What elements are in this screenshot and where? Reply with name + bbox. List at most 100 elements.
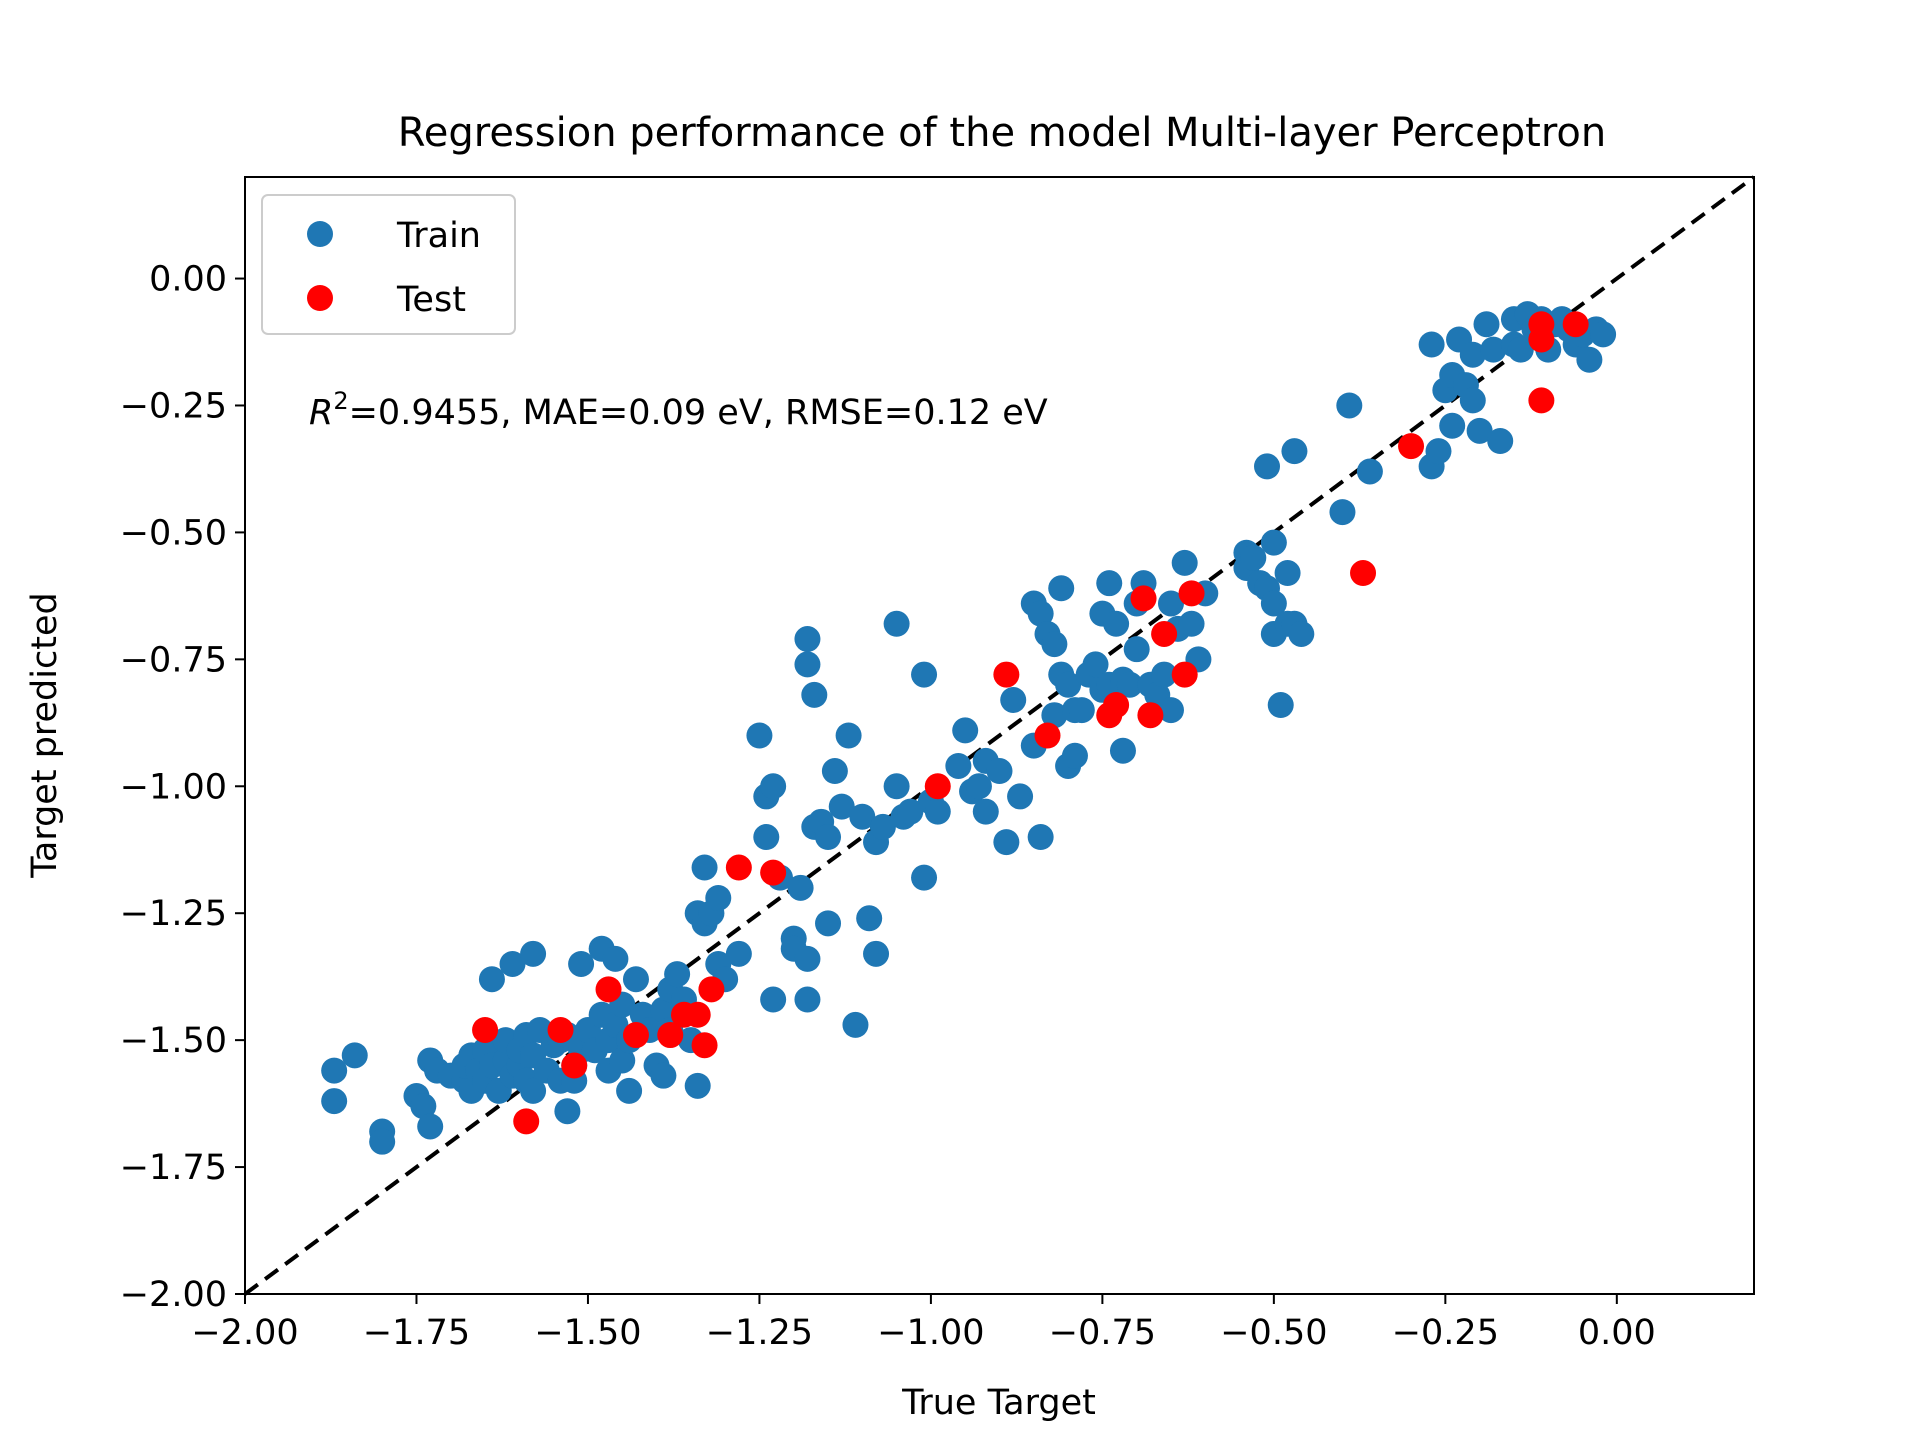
y-tick-label: −0.50 <box>120 513 227 553</box>
train-point <box>753 824 780 851</box>
train-point <box>520 940 547 967</box>
train-point <box>821 758 848 785</box>
x-tick-label: −2.00 <box>191 1313 298 1353</box>
test-point <box>1130 585 1157 612</box>
identity-reference-line <box>243 175 1756 1296</box>
x-tick-label: −0.50 <box>1220 1313 1327 1353</box>
train-point <box>684 1072 711 1099</box>
train-point <box>794 986 821 1013</box>
y-tick-label: −1.75 <box>120 1148 227 1188</box>
train-point <box>883 610 910 637</box>
test-point <box>1528 326 1555 353</box>
train-point <box>1267 692 1294 719</box>
train-point <box>828 793 855 820</box>
train-point <box>911 864 938 891</box>
train-point <box>849 803 876 830</box>
train-point <box>705 884 732 911</box>
x-tick-label: −0.25 <box>1392 1313 1499 1353</box>
test-point <box>993 661 1020 688</box>
train-point <box>863 940 890 967</box>
test-point <box>1528 387 1555 414</box>
train-point <box>478 966 505 993</box>
train-point <box>568 950 595 977</box>
test-point <box>513 1108 540 1135</box>
train-point <box>417 1113 444 1140</box>
train-point <box>1048 575 1075 602</box>
train-point <box>746 722 773 749</box>
train-point <box>1459 341 1486 368</box>
train-point <box>952 717 979 744</box>
train-point <box>520 1077 547 1104</box>
train-point <box>321 1088 348 1115</box>
train-point <box>1425 438 1452 465</box>
test-point <box>595 976 622 1003</box>
train-point <box>1418 331 1445 358</box>
train-point <box>1157 590 1184 617</box>
train-point <box>1439 412 1466 439</box>
x-tick-label: −0.75 <box>1049 1313 1156 1353</box>
y-tick-label: 0.00 <box>149 260 227 300</box>
train-point <box>965 773 992 800</box>
train-point <box>911 661 938 688</box>
train-point <box>369 1128 396 1155</box>
train-point <box>1123 636 1150 663</box>
train-point <box>1109 737 1136 764</box>
x-tick-label: −1.00 <box>877 1313 984 1353</box>
train-point <box>1082 651 1109 678</box>
train-point <box>842 1011 869 1038</box>
train-point <box>815 910 842 937</box>
train-point <box>1329 499 1356 526</box>
train-point <box>691 854 718 881</box>
train-point <box>1151 661 1178 688</box>
train-point <box>1480 336 1507 363</box>
train-point <box>1007 783 1034 810</box>
y-tick-label: −1.25 <box>120 894 227 934</box>
train-point <box>1027 824 1054 851</box>
train-point <box>725 940 752 967</box>
train-point <box>602 945 629 972</box>
train-point <box>1027 600 1054 627</box>
chart-title: Regression performance of the model Mult… <box>398 110 1607 156</box>
legend-marker-train <box>307 221 333 247</box>
metrics-text: =0.9455, MAE=0.09 eV, RMSE=0.12 eV <box>349 393 1048 433</box>
axes-frame <box>244 176 1755 1295</box>
train-point <box>924 798 951 825</box>
train-point <box>321 1057 348 1084</box>
train-point <box>554 1098 581 1125</box>
metrics-annotation: R2=0.9455, MAE=0.09 eV, RMSE=0.12 eV <box>309 387 1048 433</box>
legend-label-train: Train <box>396 216 481 256</box>
test-point <box>1034 722 1061 749</box>
train-point <box>1260 590 1287 617</box>
test-point <box>657 1022 684 1049</box>
test-point <box>1350 560 1377 587</box>
train-point <box>1590 321 1617 348</box>
train-point <box>1116 671 1143 698</box>
test-point <box>547 1016 574 1043</box>
train-point <box>794 651 821 678</box>
test-point <box>1178 580 1205 607</box>
train-point <box>1336 392 1363 419</box>
train-point <box>341 1042 368 1069</box>
test-point <box>622 1022 649 1049</box>
test-point <box>684 1001 711 1028</box>
test-point <box>1151 620 1178 647</box>
train-point <box>1274 560 1301 587</box>
train-point <box>794 626 821 653</box>
train-point <box>1068 697 1095 724</box>
test-point <box>691 1032 718 1059</box>
y-axis: −2.00 −1.75 −1.50 −1.25 −1.00 −0.75 −0.50 −0.25… <box>120 260 245 1315</box>
train-point <box>815 824 842 851</box>
y-tick-label: −0.25 <box>120 386 227 426</box>
train-point <box>609 1047 636 1074</box>
train-point <box>760 986 787 1013</box>
train-point <box>945 752 972 779</box>
train-point <box>1356 458 1383 485</box>
train-point <box>972 798 999 825</box>
legend: Train Test <box>261 194 516 335</box>
train-point <box>1000 686 1027 713</box>
train-point <box>1466 417 1493 444</box>
train-point <box>883 773 910 800</box>
train-point <box>1288 620 1315 647</box>
train-point <box>622 966 649 993</box>
